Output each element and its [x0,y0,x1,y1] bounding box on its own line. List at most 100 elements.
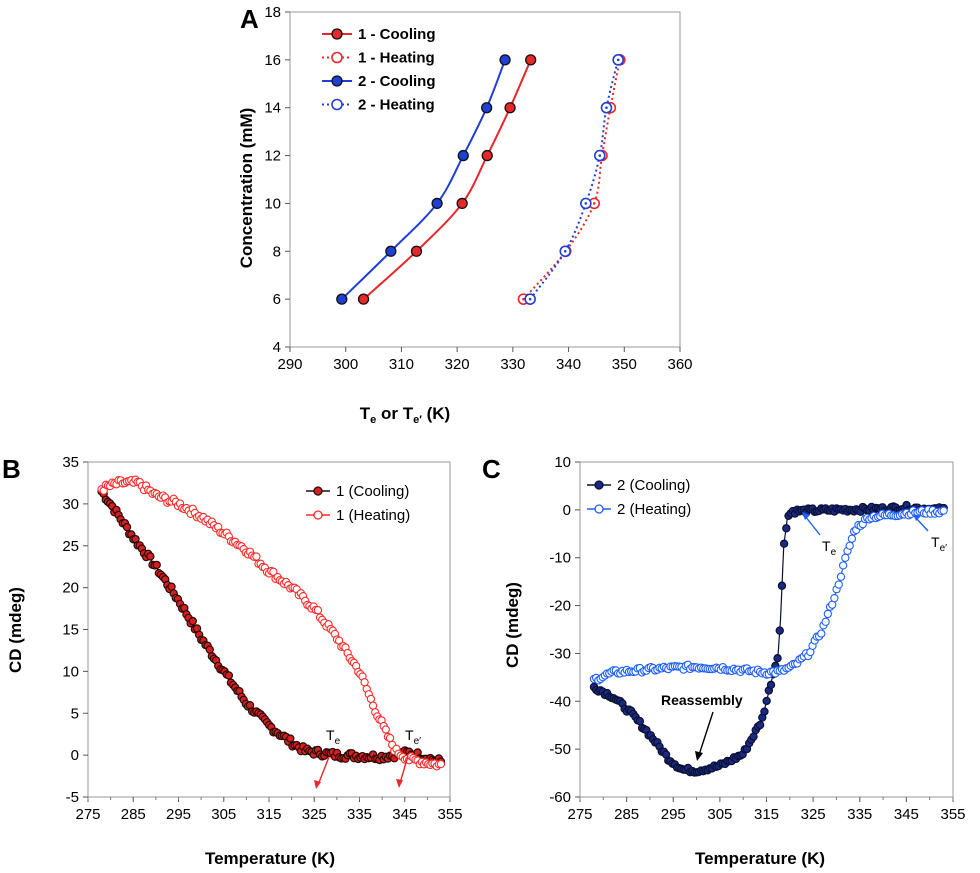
data-point [152,560,161,570]
data-point [762,696,771,706]
x-tick-label: 320 [445,356,470,373]
data-point [821,617,830,626]
y-tick-label: 12 [264,148,281,165]
data-point [939,506,948,515]
panel-c-legend: 2 (Cooling) 2 (Heating) [587,477,691,518]
panel-b-axes: 275 285 295 305 315 325 335 345 355 -5 0 5 10 15 20 25 3… [62,454,462,823]
data-point [313,606,323,615]
legend-label: 2 (Heating) [617,501,691,518]
y-tick-label: 10 [264,195,281,212]
y-tick-label: 20 [62,580,79,597]
arrow-head [802,512,810,520]
x-tick-label: 335 [347,806,372,823]
arrow-head [695,751,703,761]
y-tick-label: 15 [62,622,79,639]
panel-b-annotations: Te Te′ [314,727,421,789]
x-tick-label: 315 [754,806,779,823]
data-point [146,552,155,561]
legend-marker [313,486,323,496]
y-tick-label: 16 [264,52,281,69]
y-tick-label: 5 [71,705,79,722]
data-point [760,707,769,716]
data-point [830,594,839,603]
data-point [635,716,645,726]
data-point [777,581,787,590]
x-tick-label: 300 [333,356,358,373]
y-tick-label: -10 [549,550,571,567]
data-point [481,149,493,162]
legend-label: 2 - Cooling [358,73,436,90]
series-line [529,59,620,300]
panel-a-series [336,54,626,305]
data-point [481,102,493,114]
annotation-arrow [698,711,714,756]
data-point [841,553,850,562]
arrow-head [314,780,321,789]
data-point [381,725,390,734]
data-point [410,245,423,257]
panel-c-letter: C [482,454,501,484]
x-tick-label: 360 [667,356,692,373]
data-point [525,54,537,66]
data-point [336,293,348,305]
annotation-reassembly: Reassembly [661,692,743,708]
data-point-center [616,58,620,62]
y-tick-label: -20 [549,598,571,615]
annotation-arrow [804,515,821,536]
x-tick-label: 315 [256,806,281,823]
data-point [775,626,784,635]
x-tick-label: 290 [277,356,302,373]
data-point [122,522,132,532]
x-tick-label: 285 [614,806,639,823]
annotation-arrow [317,756,330,786]
y-tick-label: 30 [62,496,79,513]
x-tick-label: 285 [121,806,146,823]
y-tick-label: 35 [62,454,79,471]
panel-a-ylabel: Concentration (mM) [237,108,256,269]
data-point [252,552,261,561]
data-point [847,534,857,543]
data-point [431,197,443,210]
annotation-te-prime: Te′ [931,534,947,554]
panel-b-letter: B [2,454,21,484]
annotation-arrow [399,755,409,784]
data-point [357,293,370,305]
data-point [504,102,516,114]
legend-marker [313,510,323,520]
panel-c-ylabel: CD (mdeg) [503,582,522,668]
y-tick-label: -40 [549,693,571,710]
legend-label: 1 - Cooling [358,26,436,43]
legend-marker [331,75,343,87]
data-point [755,720,765,730]
x-tick-label: 275 [75,806,100,823]
data-point [817,629,826,638]
y-tick-label: -60 [549,789,571,806]
legend-marker [331,51,343,64]
x-tick-label: 340 [556,356,581,373]
x-tick-label: 350 [612,356,637,373]
data-point [773,654,782,663]
y-tick-label: 14 [264,100,281,117]
legend-marker [331,28,343,40]
panel-b: B 275 285 295 305 315 325 335 345 355-5051015202… [2,454,463,868]
data-point [360,678,369,687]
panel-b-series [97,475,446,771]
legend-label: 2 - Heating [358,97,435,114]
data-point-center [598,154,602,157]
x-tick-label: 355 [940,806,965,823]
x-tick-label: 335 [847,806,872,823]
series-line [101,490,442,763]
y-tick-label: -50 [549,741,571,758]
data-point-center [522,297,525,301]
y-tick-label: 6 [273,291,281,308]
y-tick-label: 25 [62,538,79,555]
data-point [836,572,846,581]
x-tick-label: 305 [211,806,236,823]
data-point [779,539,789,548]
annotation-te: Te [822,538,837,558]
panel-a-xlabel: Te or Te′ (K) [360,404,450,426]
data-point [823,609,832,619]
data-point-center [563,249,567,253]
x-tick-label: 295 [166,806,191,823]
